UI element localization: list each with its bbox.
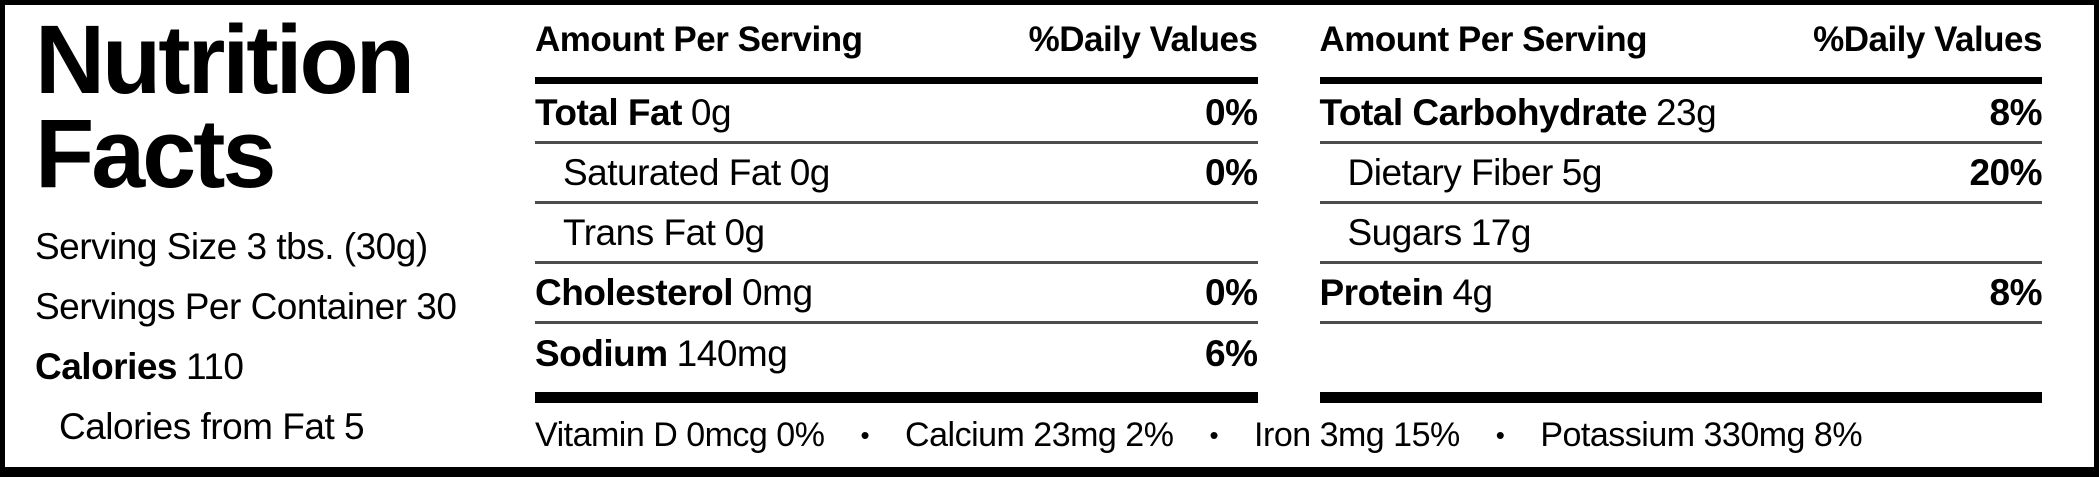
nutrient-name: Total Carbohydrate bbox=[1319, 91, 1648, 133]
nutrient-name-amount: Sodium 140mg bbox=[535, 333, 788, 375]
daily-value-percent: 0% bbox=[1205, 91, 1258, 133]
nutrient-name-amount: Total Fat 0g bbox=[535, 91, 732, 134]
nutrient-row: Sodium 140mg 6% bbox=[535, 324, 1258, 384]
nutrient-name: Cholesterol bbox=[535, 271, 734, 313]
micronutrient-item: Vitamin D 0mcg 0% bbox=[535, 415, 825, 454]
nutrient-columns: Amount Per Serving %Daily Values Total Fat… bbox=[535, 5, 2043, 403]
nutrient-row: Trans Fat 0g bbox=[535, 204, 1258, 264]
nutrient-amount: 5g bbox=[1561, 151, 1603, 193]
nutrient-name: Total Fat bbox=[535, 91, 682, 133]
label-title: Nutrition Facts bbox=[35, 5, 502, 208]
column-header-daily-values: %Daily Values bbox=[1813, 20, 2042, 59]
nutrient-name-amount: Protein 4g bbox=[1319, 271, 1494, 314]
micronutrient-item: Calcium 23mg 2% bbox=[905, 415, 1174, 454]
column-header-amount: Amount Per Serving bbox=[1319, 20, 1648, 59]
calories-label: Calories bbox=[35, 346, 178, 387]
label-summary-panel: Nutrition Facts Serving Size 3 tbs. (30g… bbox=[5, 5, 502, 467]
nutrient-amount: 4g bbox=[1452, 271, 1493, 313]
nutrient-amount: 0mg bbox=[742, 271, 813, 313]
calories-line: Calories 110 bbox=[35, 337, 502, 397]
nutrient-amount: 0g bbox=[789, 151, 831, 193]
bullet-separator: • bbox=[1495, 419, 1505, 450]
servings-per-container-text: Servings Per Container 30 bbox=[35, 286, 457, 327]
nutrient-name-amount: Trans Fat 0g bbox=[535, 212, 765, 254]
nutrient-row: Dietary Fiber 5g 20% bbox=[1319, 144, 2042, 204]
nutrient-name: Protein bbox=[1319, 271, 1444, 313]
column-header: Amount Per Serving %Daily Values bbox=[535, 5, 1258, 84]
serving-size-text: Serving Size 3 tbs. (30g) bbox=[35, 226, 428, 267]
daily-value-percent: 20% bbox=[1969, 151, 2042, 193]
nutrient-name: Sodium bbox=[535, 333, 668, 374]
nutrient-name-amount: Cholesterol 0mg bbox=[535, 272, 813, 314]
daily-value-percent: 8% bbox=[1989, 91, 2043, 133]
nutrient-name-amount: Dietary Fiber 5g bbox=[1320, 151, 1603, 194]
nutrient-row: Total Fat 0g 0% bbox=[535, 84, 1258, 144]
nutrient-row: Cholesterol 0mg 0% bbox=[535, 264, 1258, 324]
column-header-daily-values: %Daily Values bbox=[1028, 20, 1258, 59]
micronutrients-row: Vitamin D 0mcg 0% • Calcium 23mg 2% • Iron 3… bbox=[535, 403, 2042, 467]
nutrient-column-2: Amount Per Serving %Daily Values Total Car… bbox=[1319, 5, 2043, 403]
thick-rule bbox=[535, 392, 1258, 403]
nutrient-name: Dietary Fiber bbox=[1347, 151, 1554, 193]
nutrient-name: Saturated Fat bbox=[563, 151, 781, 193]
nutrient-row: Sugars 17g bbox=[1319, 204, 2042, 264]
label-title-line1: Nutrition bbox=[35, 5, 415, 114]
nutrient-amount: 0g bbox=[724, 211, 765, 253]
daily-value-percent: 0% bbox=[1205, 271, 1258, 313]
micronutrient-item: Iron 3mg 15% bbox=[1254, 415, 1460, 454]
column-header-amount: Amount Per Serving bbox=[535, 20, 863, 59]
column-header: Amount Per Serving %Daily Values bbox=[1319, 5, 2042, 84]
nutrient-amount: 140mg bbox=[676, 333, 788, 374]
nutrient-panel: Amount Per Serving %Daily Values Total Fat… bbox=[502, 5, 2094, 467]
daily-value-percent: 6% bbox=[1205, 333, 1258, 374]
daily-value-percent: 8% bbox=[1989, 271, 2043, 313]
nutrient-name: Trans Fat bbox=[563, 211, 716, 253]
calories-value: 110 bbox=[186, 346, 244, 387]
nutrient-name: Sugars bbox=[1347, 211, 1463, 253]
nutrient-name-amount: Total Carbohydrate 23g bbox=[1320, 92, 1717, 134]
nutrient-name-amount: Saturated Fat 0g bbox=[535, 152, 830, 194]
nutrient-row: Protein 4g 8% bbox=[1319, 264, 2043, 324]
calories-from-fat-text: Calories from Fat 5 bbox=[59, 406, 365, 447]
nutrient-column-1: Amount Per Serving %Daily Values Total Fat… bbox=[535, 5, 1258, 403]
nutrient-name-amount: Sugars 17g bbox=[1320, 211, 1532, 254]
micronutrient-item: Potassium 330mg 8% bbox=[1540, 415, 1863, 454]
label-title-line2: Facts bbox=[35, 99, 276, 208]
nutrient-row: Total Carbohydrate 23g 8% bbox=[1319, 84, 2043, 144]
bullet-separator: • bbox=[1209, 419, 1219, 450]
bullet-separator: • bbox=[860, 419, 870, 450]
daily-value-percent: 0% bbox=[1205, 151, 1258, 193]
nutrient-amount: 0g bbox=[690, 91, 732, 133]
nutrient-amount: 23g bbox=[1655, 91, 1717, 133]
nutrient-amount: 17g bbox=[1470, 211, 1532, 253]
thick-rule bbox=[1319, 392, 2042, 403]
nutrient-row: Saturated Fat 0g 0% bbox=[535, 144, 1258, 204]
